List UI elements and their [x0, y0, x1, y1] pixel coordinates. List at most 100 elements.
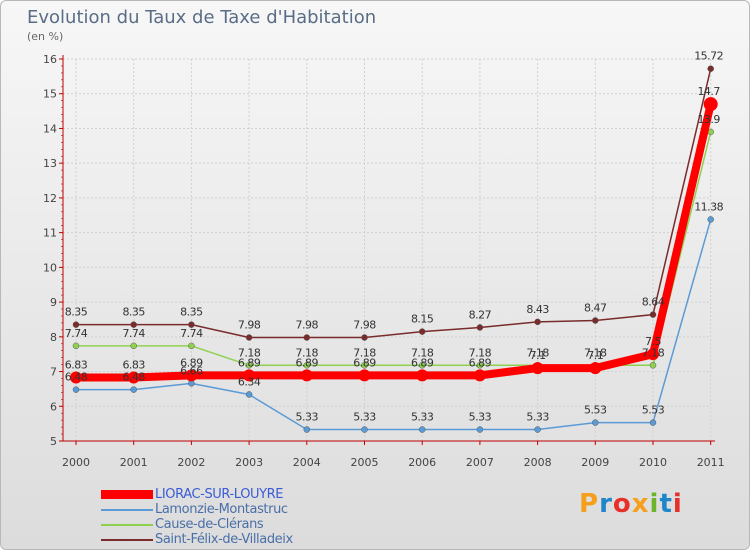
data-point[interactable]	[649, 419, 657, 426]
data-point[interactable]	[245, 391, 253, 398]
series-line	[76, 219, 712, 431]
legend-label: Lamonzie-Montastruc	[155, 502, 288, 517]
legend-item[interactable]: Saint-Félix-de-Villadeix	[101, 532, 293, 547]
data-point[interactable]	[130, 321, 137, 328]
data-point[interactable]	[130, 386, 137, 393]
data-point[interactable]	[361, 362, 368, 369]
data-label: 6.89	[469, 356, 492, 369]
data-label: 7.18	[353, 346, 376, 359]
legend-label: LIORAC-SUR-LOUYRE	[155, 487, 284, 502]
legend-item[interactable]: Lamonzie-Montastruc	[101, 502, 288, 517]
data-label: 5.33	[353, 411, 376, 424]
data-point[interactable]	[188, 321, 195, 328]
y-tick-label: 11	[43, 227, 57, 240]
data-point[interactable]	[300, 369, 313, 382]
data-point[interactable]	[70, 371, 82, 384]
logo-letter: o	[612, 489, 632, 519]
series-layer	[70, 65, 718, 433]
data-point[interactable]	[707, 216, 714, 223]
data-point[interactable]	[72, 321, 80, 328]
data-label: 7.74	[122, 327, 145, 340]
data-label: 7.18	[469, 346, 492, 359]
data-label: 14.7	[697, 85, 720, 98]
data-point[interactable]	[707, 65, 714, 72]
data-point[interactable]	[188, 342, 195, 350]
data-label: 7.18	[584, 346, 607, 359]
data-point[interactable]	[418, 426, 426, 433]
data-point[interactable]	[703, 97, 718, 112]
y-tick-label: 12	[43, 192, 57, 205]
data-label: 5.33	[526, 411, 549, 424]
data-label: 5.33	[411, 411, 434, 424]
data-point[interactable]	[72, 342, 80, 350]
y-tick-label: 14	[43, 122, 57, 135]
data-label: 6.89	[180, 356, 203, 369]
data-label: 6.48	[65, 371, 88, 384]
data-label: 6.89	[238, 356, 261, 369]
data-point[interactable]	[649, 362, 657, 369]
data-point[interactable]	[245, 334, 253, 341]
x-tick-label: 2008	[524, 456, 552, 469]
data-point[interactable]	[303, 426, 311, 433]
data-point[interactable]	[361, 334, 368, 341]
y-tick-label: 9	[50, 296, 57, 309]
x-tick-label: 2009	[581, 456, 609, 469]
data-point[interactable]	[534, 426, 541, 433]
data-label: 5.53	[584, 404, 607, 417]
legend-swatch	[101, 538, 153, 541]
data-point[interactable]	[303, 334, 311, 341]
data-point[interactable]	[476, 324, 484, 331]
data-label: 5.53	[642, 404, 665, 417]
data-point[interactable]	[72, 386, 80, 393]
data-label: 6.89	[296, 356, 319, 369]
y-tick-label: 15	[43, 88, 57, 101]
data-point[interactable]	[592, 419, 599, 426]
data-point[interactable]	[130, 342, 137, 350]
y-tick-label: 8	[50, 331, 57, 344]
data-label: 8.35	[122, 306, 145, 319]
data-point[interactable]	[592, 317, 599, 324]
data-point[interactable]	[245, 362, 253, 369]
data-label: 7.74	[180, 327, 203, 340]
data-point[interactable]	[589, 362, 602, 375]
data-label: 8.43	[526, 303, 549, 316]
data-label: 8.47	[584, 301, 607, 314]
data-point[interactable]	[534, 318, 541, 326]
legend-label: Saint-Félix-de-Villadeix	[155, 532, 293, 547]
data-label-layer: 6.83 6.83 6.89 6.89 6.89 6.89 6.89 6.897.1 7.17.…	[65, 50, 724, 424]
data-point[interactable]	[647, 348, 659, 361]
data-label: 15.72	[694, 50, 723, 63]
data-point[interactable]	[416, 369, 429, 382]
x-tick-label: 2002	[177, 456, 205, 469]
data-label: 6.83	[122, 358, 145, 371]
y-tick-label: 16	[43, 53, 57, 66]
data-point[interactable]	[185, 369, 198, 382]
data-label: 6.48	[122, 371, 145, 384]
series-line	[76, 68, 712, 339]
legend-item[interactable]: Cause-de-Clérans	[101, 517, 264, 532]
data-point[interactable]	[243, 369, 256, 382]
data-point[interactable]	[473, 369, 486, 382]
data-point[interactable]	[303, 362, 311, 369]
data-label: 7.98	[296, 319, 319, 332]
data-point[interactable]	[531, 362, 544, 375]
data-point[interactable]	[476, 426, 484, 433]
data-label: 6.66	[180, 364, 203, 377]
data-point[interactable]	[418, 362, 426, 369]
legend-swatch	[101, 523, 153, 526]
legend-item[interactable]: LIORAC-SUR-LOUYRE	[101, 487, 284, 502]
data-point[interactable]	[476, 362, 484, 369]
data-label: 8.15	[411, 313, 434, 326]
data-point[interactable]	[649, 311, 657, 318]
data-label: 6.89	[353, 356, 376, 369]
data-point[interactable]	[361, 426, 368, 433]
data-point[interactable]	[127, 371, 140, 384]
data-label: 7.5	[645, 335, 661, 348]
data-point[interactable]	[418, 328, 426, 335]
data-label: 11.38	[694, 200, 723, 213]
data-label: 5.33	[469, 411, 492, 424]
data-label: 7.18	[238, 346, 261, 359]
data-point[interactable]	[358, 369, 371, 382]
